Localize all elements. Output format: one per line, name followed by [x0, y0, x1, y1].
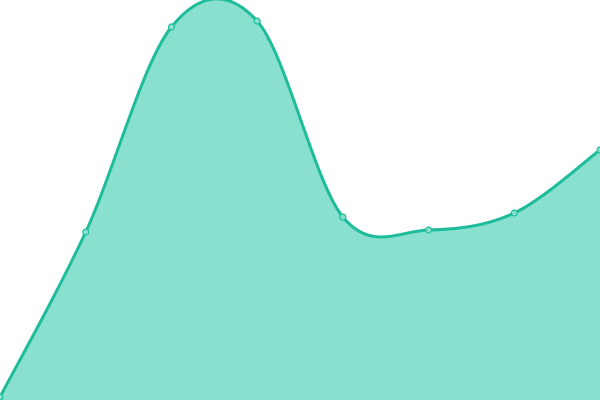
- data-point: [510, 209, 518, 217]
- data-point: [596, 146, 600, 154]
- data-point: [0, 393, 4, 400]
- data-points: [0, 17, 600, 400]
- data-point: [339, 213, 347, 221]
- data-point: [253, 17, 261, 25]
- data-point: [424, 226, 433, 234]
- data-point: [82, 228, 90, 236]
- data-point: [167, 23, 176, 31]
